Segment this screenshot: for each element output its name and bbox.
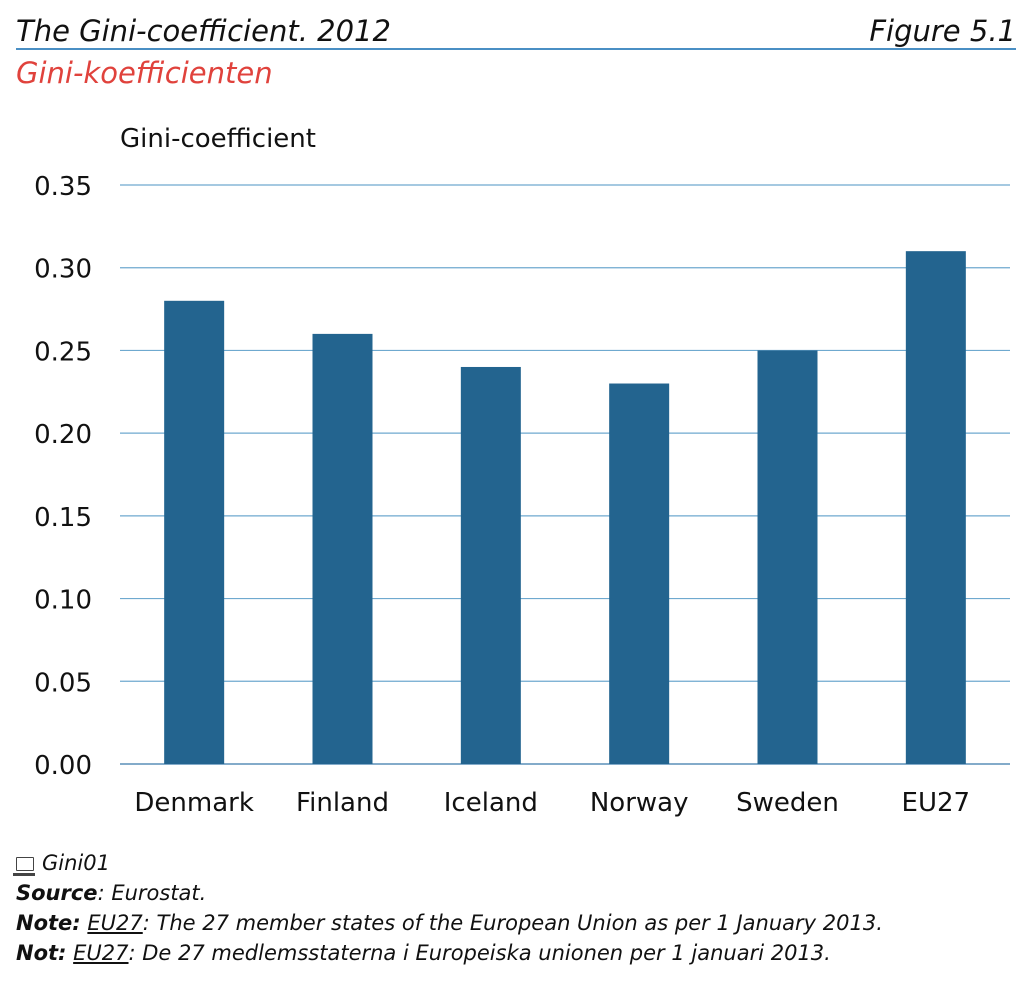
x-tick-label: Iceland [444,788,538,818]
bar-denmark [164,300,225,764]
chart-title: The Gini-coefficient. 2012 [16,14,391,48]
y-tick-label: 0.35 [34,172,92,202]
y-tick-label: 0.25 [34,337,92,367]
bar-norway [609,383,670,764]
source-line: Source: Eurostat. [16,878,883,908]
y-tick-label: 0.05 [34,668,92,698]
bars [164,251,966,764]
note-term-link[interactable]: EU27 [87,911,143,935]
file-reference[interactable]: Gini01 [13,848,883,878]
note-swedish: Not: EU27: De 27 medlemsstaterna i Europ… [16,938,883,968]
source-text: : Eurostat. [97,881,207,905]
computer-icon [13,857,35,876]
figure-footer: Gini01 Source: Eurostat. Note: EU27: The… [13,848,883,968]
y-tick-label: 0.10 [34,586,92,616]
y-tick-labels: 0.00 0.05 0.10 0.15 0.20 0.25 0.30 0.35 [34,172,92,781]
note-english: Note: EU27: The 27 member states of the … [16,908,883,938]
y-tick-label: 0.15 [34,503,92,533]
note-label: Note: [16,911,81,935]
chart-subtitle: Gini-koefficienten [16,56,273,90]
figure-number: Figure 5.1 [869,14,1016,48]
not-term-link[interactable]: EU27 [73,941,129,965]
x-tick-label: EU27 [902,788,971,818]
bar-eu27 [905,251,966,764]
not-text: : De 27 medlemsstaterna i Europeiska uni… [128,941,831,965]
file-name: Gini01 [42,851,110,875]
note-text: : The 27 member states of the European U… [142,911,883,935]
bar-iceland [460,366,521,764]
x-tick-label: Sweden [736,788,839,818]
figure-header: The Gini-coefficient. 2012 Figure 5.1 [16,8,1016,50]
x-tick-label: Denmark [134,788,254,818]
bar-sweden [757,350,818,764]
x-tick-label: Norway [590,788,689,818]
y-axis-label: Gini-coefficient [120,124,316,154]
y-tick-label: 0.30 [34,255,92,285]
y-tick-label: 0.20 [34,420,92,450]
source-label: Source [16,881,98,905]
bar-finland [312,333,373,764]
x-tick-labels: Denmark Finland Iceland Norway Sweden EU27 [134,788,970,818]
gridlines [120,184,1010,765]
not-label: Not: [16,941,67,965]
x-tick-label: Finland [296,788,389,818]
y-tick-label: 0.00 [34,751,92,781]
